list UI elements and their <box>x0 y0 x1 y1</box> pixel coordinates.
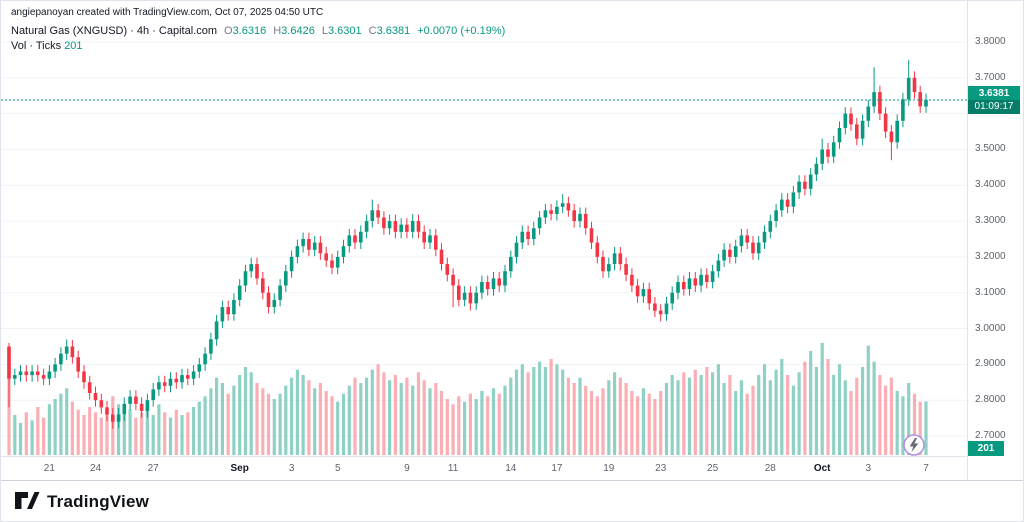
symbol-title[interactable]: Natural Gas (XNGUSD) · 4h · Capital.com <box>11 25 217 37</box>
price-axis-label: 3.2000 <box>975 250 1006 262</box>
x-axis-label: 28 <box>764 463 776 474</box>
x-axis-label: 11 <box>447 463 459 474</box>
x-axis-label: 19 <box>603 463 615 474</box>
x-axis-label: 25 <box>707 463 719 474</box>
low-label: L <box>321 25 328 37</box>
price-axis-label: 3.7000 <box>975 71 1006 83</box>
price-axis-label: 3.5000 <box>975 143 1006 155</box>
attribution-text: angiepanoyan created with TradingView.co… <box>11 7 324 18</box>
flash-order-icon[interactable] <box>902 433 926 462</box>
price-axis-label: 3.3000 <box>975 215 1006 227</box>
high-label: H <box>273 25 282 37</box>
symbol-legend-row[interactable]: Natural Gas (XNGUSD) · 4h · Capital.com O… <box>11 25 505 38</box>
change-value: +0.0070 (+0.19%) <box>417 25 506 37</box>
price-axis-label: 3.8000 <box>975 36 1006 47</box>
bar-countdown: 01:09:17 <box>968 99 1020 114</box>
x-axis-label: 17 <box>551 463 563 474</box>
x-axis-label: 23 <box>655 463 667 474</box>
brand-name[interactable]: TradingView <box>47 492 150 511</box>
current-price-badge: 3.6381 01:09:17 <box>968 85 1020 114</box>
x-axis-label: Sep <box>230 463 249 474</box>
low-value: 3.6301 <box>327 25 362 37</box>
legend: Natural Gas (XNGUSD) · 4h · Capital.com O… <box>11 25 505 53</box>
price-axis-label: 2.8000 <box>975 394 1006 406</box>
x-axis-label: 21 <box>43 463 55 474</box>
price-axis-label: 3.0000 <box>975 322 1006 334</box>
x-axis-label: 5 <box>334 463 341 474</box>
x-axis-label: 27 <box>147 463 159 474</box>
high-value: 3.6426 <box>281 25 315 37</box>
x-axis-label: 24 <box>89 463 102 474</box>
time-axis[interactable]: 21 24 27 Sep 3 5 9 11 14 17 19 23 25 28 Oct 3 7 <box>1 456 1023 480</box>
price-axis-label: 2.9000 <box>975 358 1006 370</box>
price-axis-label: 3.1000 <box>975 286 1006 298</box>
x-axis-label: 7 <box>923 463 929 474</box>
x-axis-label: 14 <box>505 463 517 474</box>
footer: TradingView <box>1 480 1023 521</box>
x-axis-label: 3 <box>288 463 295 474</box>
volume-legend-row[interactable]: Vol · Ticks 201 <box>11 40 505 53</box>
price-axis-label: 2.7000 <box>975 430 1006 441</box>
current-price-value: 3.6381 <box>978 87 1010 99</box>
close-label: C <box>368 25 377 37</box>
open-label: O <box>224 25 233 37</box>
price-axis-label: 3.4000 <box>975 179 1006 191</box>
current-volume-badge: 201 <box>968 441 1004 456</box>
x-axis-label: 9 <box>404 463 410 474</box>
close-value: 3.6381 <box>376 25 411 37</box>
tradingview-logo-icon[interactable] <box>13 488 40 517</box>
volume-value: 201 <box>64 40 83 52</box>
volume-label: Vol · Ticks <box>11 40 62 52</box>
x-axis-label: Oct <box>813 463 831 474</box>
x-axis-label: 3 <box>865 463 872 474</box>
price-axis[interactable]: 3.6381 01:09:17 201 3.8000 3.7000 3.5000 3.… <box>967 1 1023 480</box>
open-value: 3.6316 <box>232 25 267 37</box>
